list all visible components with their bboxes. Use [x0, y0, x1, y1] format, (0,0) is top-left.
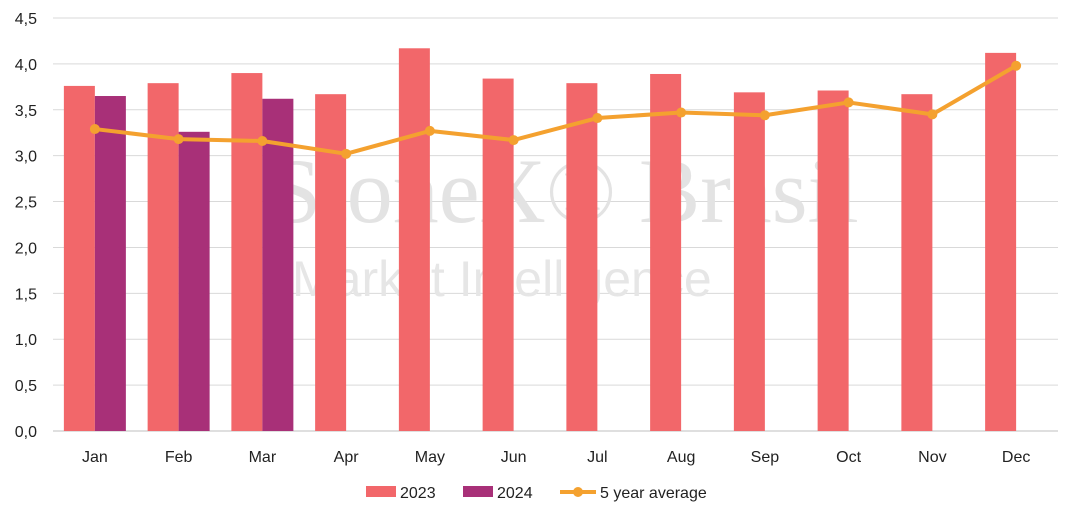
- legend-label: 2023: [400, 485, 436, 502]
- bar-2023: [650, 73, 682, 432]
- x-tick-label: Jul: [587, 449, 607, 466]
- x-tick-label: Mar: [249, 449, 277, 466]
- line-point: [173, 134, 184, 145]
- y-tick-label: 1,0: [15, 332, 37, 349]
- y-tick-label: 2,0: [15, 240, 37, 257]
- watermark: StoneX® Brasil Market Intelligence: [270, 140, 859, 307]
- line-point: [341, 148, 352, 159]
- legend-label: 2024: [497, 485, 533, 502]
- x-tick-label: May: [415, 449, 445, 466]
- x-tick-label: Feb: [165, 449, 193, 466]
- bar-2023: [817, 90, 849, 431]
- line-point: [843, 97, 854, 108]
- bar-2023: [315, 94, 347, 432]
- line-point: [424, 125, 435, 136]
- line-point: [927, 109, 938, 120]
- y-tick-label: 3,0: [15, 149, 37, 166]
- bar-2024: [178, 131, 210, 431]
- bar-2023: [147, 83, 179, 431]
- y-tick-label: 0,5: [15, 378, 37, 395]
- bar-2023: [231, 73, 263, 432]
- bar-2024: [94, 96, 126, 431]
- bar-2023: [482, 78, 514, 431]
- y-tick-label: 1,5: [15, 286, 37, 303]
- legend-swatch: [366, 486, 396, 497]
- bar-2023: [985, 52, 1017, 432]
- y-tick-label: 3,5: [15, 103, 37, 120]
- bar-2023: [398, 48, 430, 431]
- bar-2023: [63, 85, 95, 431]
- bars: [63, 48, 1017, 432]
- legend-line-marker: [573, 487, 583, 497]
- x-axis: Jan Feb Mar Apr May Jun Jul Aug Sep Oct Nov Dec: [82, 449, 1030, 466]
- x-tick-label: Jan: [82, 449, 108, 466]
- x-tick-label: Dec: [1002, 449, 1030, 466]
- x-tick-label: Jun: [501, 449, 527, 466]
- line-series: [94, 63, 1018, 156]
- legend-label: 5 year average: [600, 485, 707, 502]
- line-point: [89, 124, 100, 135]
- line-point: [1011, 60, 1022, 71]
- line-point: [592, 113, 603, 124]
- y-tick-label: 4,0: [15, 57, 37, 74]
- average-line: [89, 60, 1022, 159]
- line-point: [257, 135, 268, 146]
- bar-2024: [262, 98, 294, 432]
- x-tick-label: Aug: [667, 449, 695, 466]
- legend-swatch: [463, 486, 493, 497]
- bar-2023: [901, 94, 933, 432]
- x-tick-label: Nov: [918, 449, 946, 466]
- x-tick-label: Sep: [751, 449, 780, 466]
- x-tick-label: Oct: [836, 449, 861, 466]
- line-point: [676, 107, 687, 118]
- y-axis: 0,0 0,5 1,0 1,5 2,0 2,5 3,0 3,5 4,0 4,5: [15, 11, 37, 441]
- y-tick-label: 0,0: [15, 424, 37, 441]
- bar-2023: [733, 92, 765, 431]
- legend: 2023 2024 5 year average: [366, 485, 707, 502]
- bar-2023: [566, 83, 598, 431]
- watermark-brand: StoneX® Brasil: [270, 140, 859, 242]
- x-tick-label: Apr: [334, 449, 360, 466]
- line-point: [508, 135, 519, 146]
- y-tick-label: 2,5: [15, 195, 37, 212]
- line-point: [759, 110, 770, 121]
- y-tick-label: 4,5: [15, 11, 37, 28]
- gridlines: [53, 17, 1058, 432]
